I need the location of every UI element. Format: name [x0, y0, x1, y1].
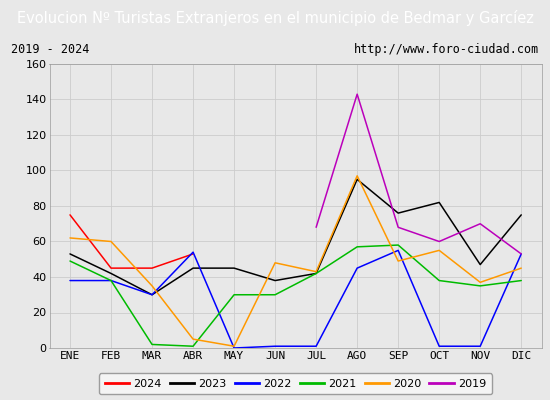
Text: 2019 - 2024: 2019 - 2024	[11, 44, 89, 56]
Legend: 2024, 2023, 2022, 2021, 2020, 2019: 2024, 2023, 2022, 2021, 2020, 2019	[99, 373, 492, 394]
Text: Evolucion Nº Turistas Extranjeros en el municipio de Bedmar y Garcíez: Evolucion Nº Turistas Extranjeros en el …	[16, 10, 534, 26]
Text: http://www.foro-ciudad.com: http://www.foro-ciudad.com	[354, 44, 539, 56]
